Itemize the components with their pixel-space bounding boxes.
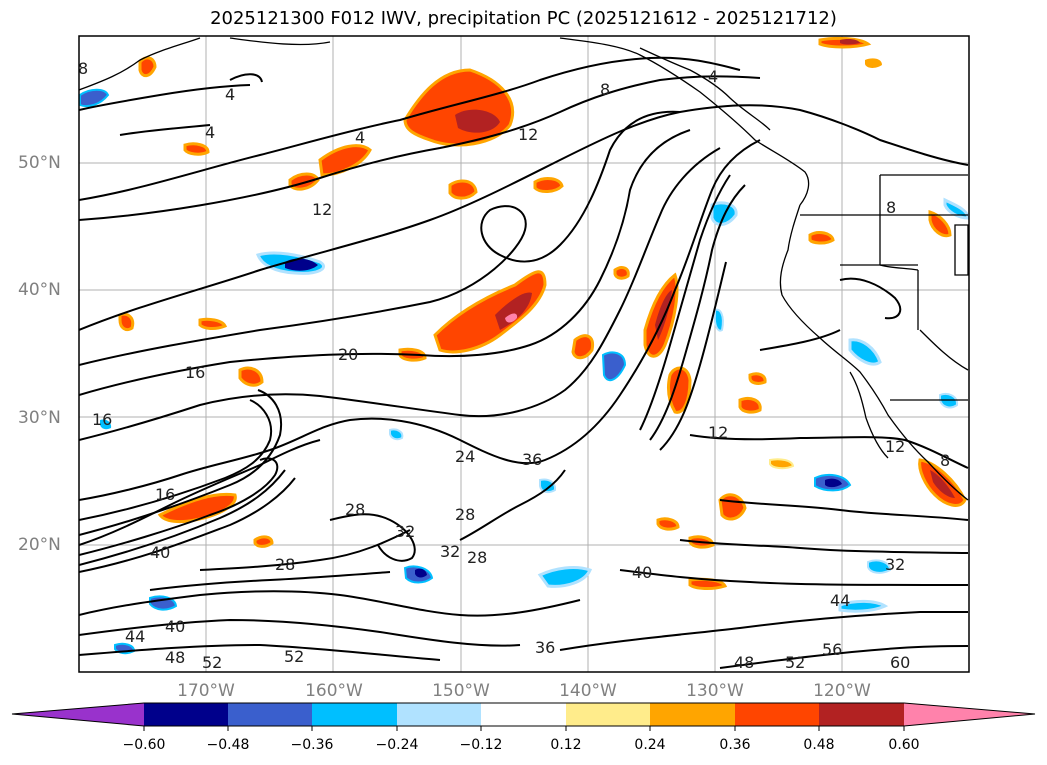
colorbar-tick-label: 0.36 bbox=[719, 737, 751, 753]
coastlines bbox=[79, 37, 969, 501]
contour-label: 8 bbox=[78, 59, 88, 78]
colorbar-swatch bbox=[819, 703, 904, 726]
contour-label-group: 8 4 4 4 8 4 12 12 20 16 16 16 24 36 28 2… bbox=[78, 59, 950, 672]
colorbar-swatch bbox=[397, 703, 482, 726]
lon-label-140w: 140°W bbox=[559, 681, 617, 701]
contour-label: 4 bbox=[355, 128, 365, 147]
contour-label: 40 bbox=[165, 617, 185, 636]
lon-label-160w: 160°W bbox=[305, 681, 363, 701]
colorbar-tick-label: −0.60 bbox=[122, 737, 166, 753]
contour-label: 4 bbox=[205, 123, 215, 142]
contour-label: 8 bbox=[886, 198, 896, 217]
contour-label: 52 bbox=[202, 653, 222, 672]
contour-label: 44 bbox=[830, 591, 850, 610]
colorbar-swatch bbox=[144, 703, 229, 726]
iwv-contours bbox=[79, 56, 969, 669]
colorbar-swatch bbox=[228, 703, 313, 726]
contour-label: 16 bbox=[155, 485, 175, 504]
contour-label: 32 bbox=[440, 542, 460, 561]
map-frame bbox=[78, 35, 970, 673]
contour-label: 12 bbox=[708, 423, 728, 442]
contour-label: 60 bbox=[890, 653, 910, 672]
colorbar-swatch bbox=[566, 703, 651, 726]
contour-label: 44 bbox=[125, 627, 145, 646]
lon-label-130w: 130°W bbox=[686, 681, 744, 701]
colorbar bbox=[11, 702, 1036, 731]
contour-label: 52 bbox=[284, 647, 304, 666]
contour-label: 28 bbox=[345, 500, 365, 519]
lon-label-170w: 170°W bbox=[177, 681, 235, 701]
contour-label: 36 bbox=[535, 638, 555, 657]
colorbar-swatch bbox=[735, 703, 820, 726]
lat-label-20n: 20°N bbox=[18, 535, 61, 555]
colorbar-tick-label: −0.36 bbox=[290, 737, 334, 753]
contour-label: 24 bbox=[455, 447, 475, 466]
contour-label: 32 bbox=[395, 522, 415, 541]
contour-label: 16 bbox=[185, 363, 205, 382]
map-title: 2025121300 F012 IWV, precipitation PC (2… bbox=[210, 8, 837, 29]
lat-label-50n: 50°N bbox=[18, 153, 61, 173]
colorbar-tick-label: 0.48 bbox=[803, 737, 835, 753]
contour-label: 32 bbox=[885, 555, 905, 574]
colorbar-tick-label: 0.12 bbox=[550, 737, 582, 753]
colorbar-min-extend bbox=[12, 703, 144, 726]
colorbar-max-extend bbox=[904, 703, 1035, 726]
contour-label: 48 bbox=[734, 653, 754, 672]
colorbar-tick-label: −0.12 bbox=[459, 737, 503, 753]
contour-label: 8 bbox=[600, 80, 610, 99]
lat-label-40n: 40°N bbox=[18, 280, 61, 300]
lon-label-120w: 120°W bbox=[813, 681, 871, 701]
colorbar-tick-label: −0.48 bbox=[206, 737, 250, 753]
contour-label: 56 bbox=[822, 640, 842, 659]
colorbar-tick-label: −0.24 bbox=[375, 737, 419, 753]
colorbar-tick-label: 0.24 bbox=[634, 737, 666, 753]
contour-label: 16 bbox=[92, 410, 112, 429]
precip-negative-patches bbox=[79, 88, 969, 655]
contour-label: 40 bbox=[150, 543, 170, 562]
contour-label: 8 bbox=[940, 451, 950, 470]
colorbar-tick-label: 0.60 bbox=[888, 737, 920, 753]
contour-label: 36 bbox=[522, 450, 542, 469]
contour-label: 28 bbox=[467, 548, 487, 567]
contour-label: 12 bbox=[312, 200, 332, 219]
colorbar-swatch bbox=[312, 703, 397, 726]
contour-label: 28 bbox=[275, 555, 295, 574]
contour-label: 12 bbox=[885, 437, 905, 456]
contour-label: 20 bbox=[338, 345, 358, 364]
precip-positive-patches bbox=[118, 36, 967, 590]
contour-label: 4 bbox=[708, 67, 718, 86]
contour-label: 12 bbox=[518, 125, 538, 144]
lon-label-150w: 150°W bbox=[432, 681, 490, 701]
contour-label: 48 bbox=[165, 648, 185, 667]
lat-label-30n: 30°N bbox=[18, 408, 61, 428]
contour-label: 52 bbox=[785, 653, 805, 672]
colorbar-swatch bbox=[650, 703, 735, 726]
colorbar-swatch bbox=[481, 703, 566, 726]
contour-label: 28 bbox=[455, 505, 475, 524]
contour-label: 40 bbox=[632, 563, 652, 582]
contour-label: 4 bbox=[225, 85, 235, 104]
map-content bbox=[79, 36, 969, 672]
